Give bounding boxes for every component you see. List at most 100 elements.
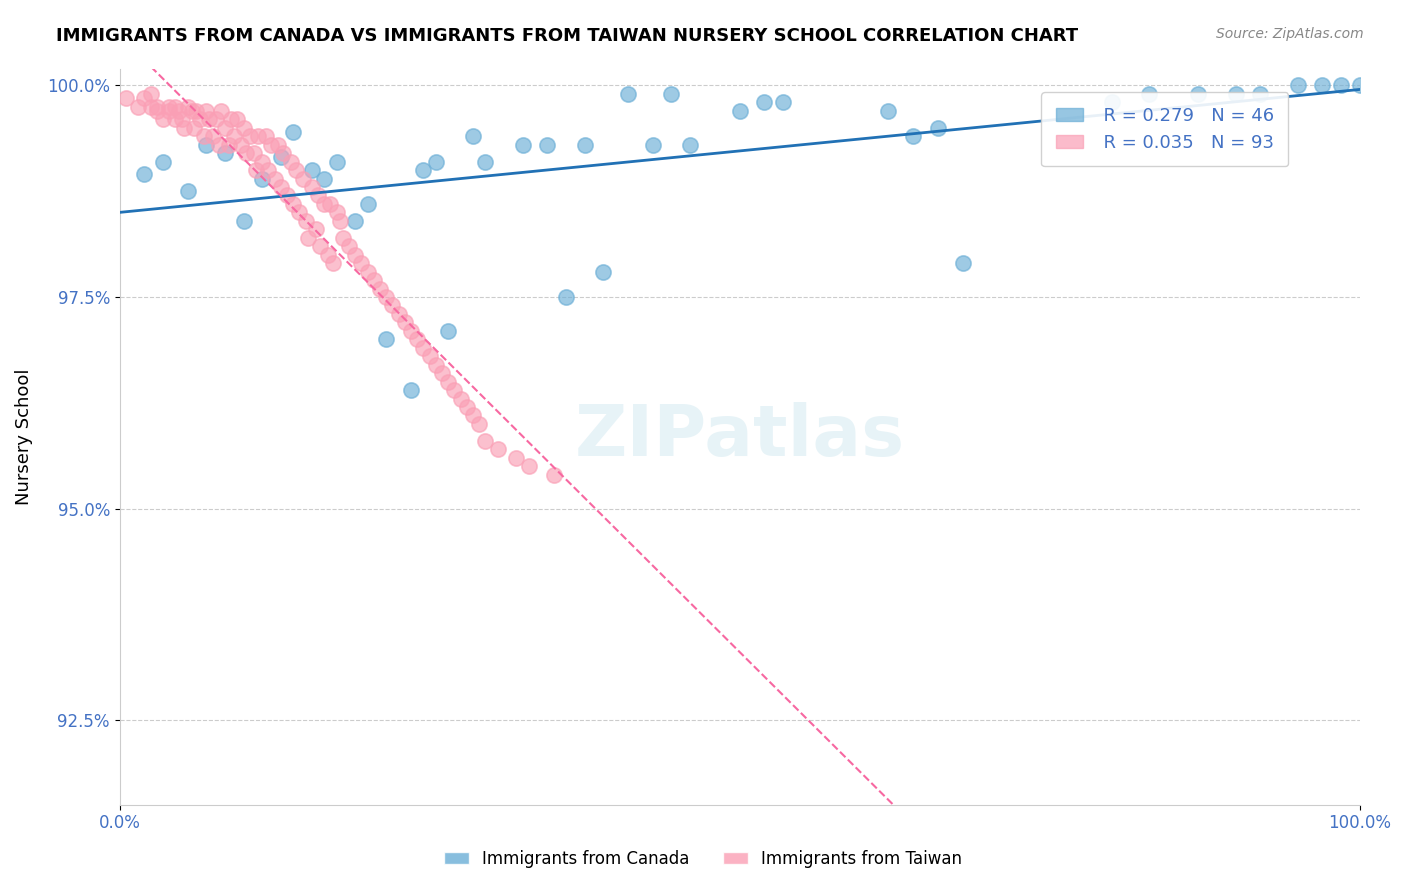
Point [139,100,162,114]
Text: Source: ZipAtlas.com: Source: ZipAtlas.com [1216,27,1364,41]
Point [165,100,187,114]
Point [486,442,509,457]
Point [195,103,218,118]
Point [574,137,596,152]
Point [254,129,277,144]
Point [772,95,794,110]
Point [437,324,460,338]
Point [314,197,336,211]
Legend:   R = 0.279   N = 46,   R = 0.035   N = 93: R = 0.279 N = 46, R = 0.035 N = 93 [1042,92,1288,166]
Point [186,103,208,118]
Point [134,91,156,105]
Point [399,383,422,397]
Point [332,231,354,245]
Point [1225,87,1247,101]
Point [205,112,228,127]
Y-axis label: Nursery School: Nursery School [15,368,32,505]
Point [555,290,578,304]
Point [283,197,305,211]
Point [219,112,242,127]
Point [412,341,434,355]
Point [356,264,378,278]
Point [474,154,496,169]
Point [659,87,682,101]
Point [250,171,273,186]
Point [167,103,190,118]
Point [284,163,307,178]
Point [679,137,702,152]
Point [419,349,441,363]
Point [214,146,236,161]
Point [461,129,484,144]
Point [316,248,339,262]
Point [952,256,974,270]
Point [344,248,367,262]
Point [437,375,460,389]
Point [1101,95,1123,110]
Point [387,307,409,321]
Point [1187,87,1209,101]
Point [170,112,193,127]
Point [146,103,169,118]
Point [325,154,347,169]
Point [309,239,332,253]
Point [152,112,174,127]
Point [177,184,200,198]
Point [250,154,273,169]
Point [270,180,292,194]
Point [517,459,540,474]
Point [260,137,283,152]
Point [242,146,264,161]
Point [325,205,347,219]
Point [322,256,344,270]
Point [276,188,298,202]
Point [443,383,465,397]
Point [1286,78,1309,93]
Point [1348,78,1371,93]
Point [232,120,254,135]
Point [292,171,315,186]
Point [157,103,180,118]
Point [381,298,404,312]
Point [474,434,496,448]
Point [209,103,232,118]
Point [543,467,565,482]
Point [350,256,373,270]
Point [592,264,614,278]
Point [222,129,245,144]
Point [173,120,195,135]
Point [208,137,231,152]
Point [412,163,434,178]
Point [319,197,342,211]
Point [271,146,294,161]
Point [368,281,391,295]
Point [177,100,200,114]
Point [127,100,149,114]
Point [877,103,900,118]
Point [456,400,478,414]
Point [641,137,664,152]
Point [375,332,398,346]
Point [728,103,751,118]
Point [425,154,447,169]
Point [245,163,267,178]
Point [152,154,174,169]
Point [201,129,224,144]
Point [1249,87,1271,101]
Point [247,129,270,144]
Point [280,154,302,169]
Point [901,129,924,144]
Point [329,214,352,228]
Point [1310,78,1333,93]
Point [218,137,240,152]
Point [165,112,187,127]
Point [198,112,221,127]
Point [114,91,136,105]
Point [512,137,534,152]
Point [375,290,398,304]
Point [270,150,292,164]
Point [394,315,416,329]
Point [134,167,156,181]
Point [430,366,453,380]
Point [450,392,472,406]
